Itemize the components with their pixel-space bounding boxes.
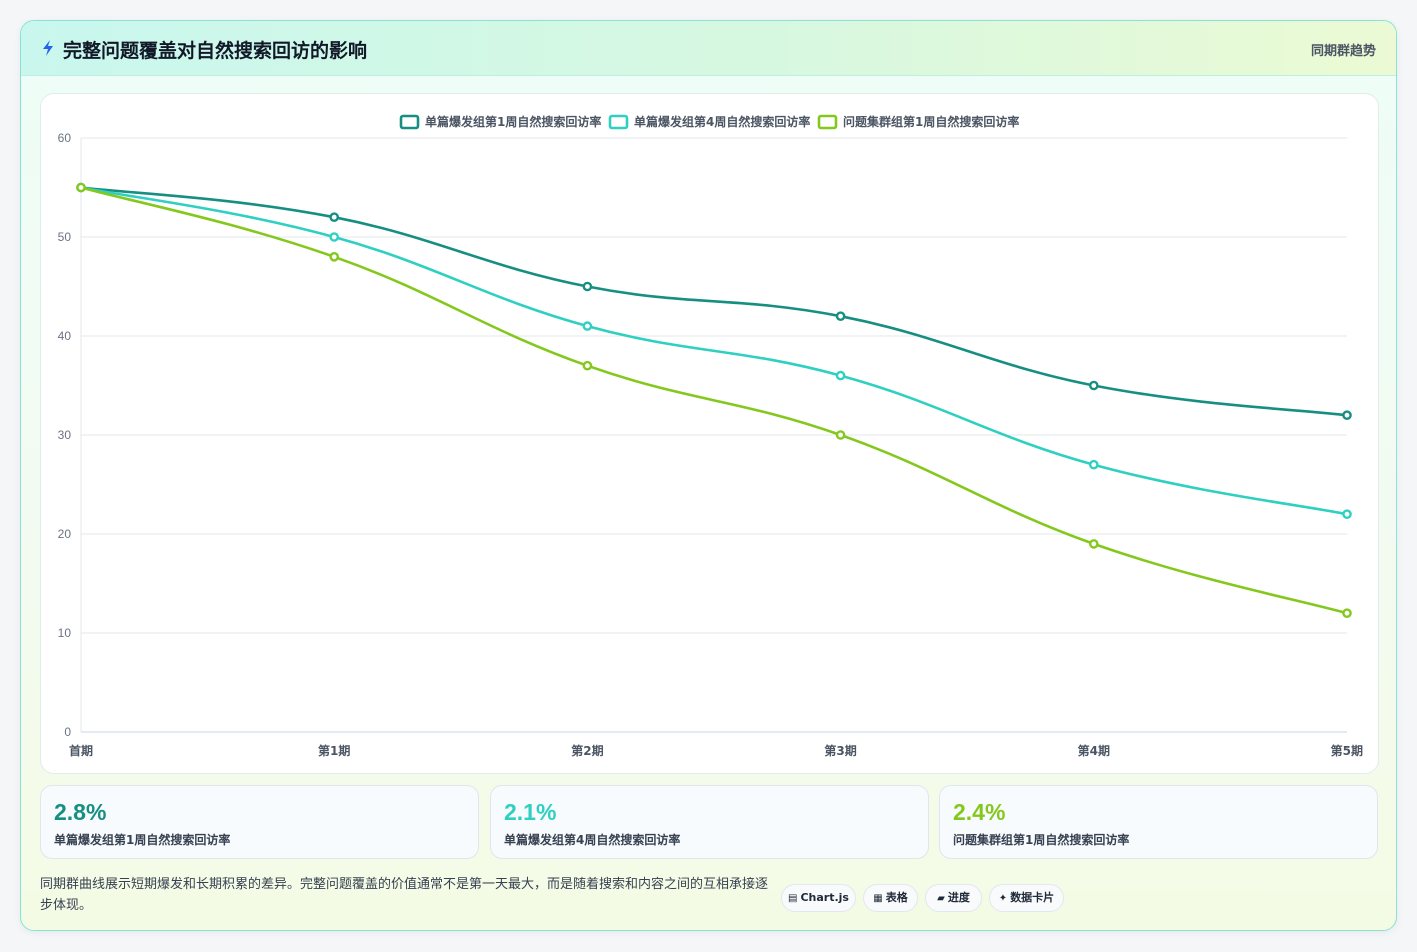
series-line-3: [80, 186, 1348, 615]
y-tick-label: 40: [58, 329, 72, 343]
footnote: 同期群曲线展示短期爆发和长期积累的差异。完整问题覆盖的价值通常不是第一天最大，而…: [40, 877, 769, 913]
data-point: [1089, 459, 1099, 470]
data-point: [1342, 608, 1352, 619]
chip-data-card[interactable]: ✦ 数据卡片: [989, 884, 1064, 912]
y-tick-label: 50: [58, 230, 72, 244]
line-chart: 0 10 20 30 40 50 60 首期 第1期 第2期 第3期 第4期 第5期 单篇爆发组第1周自然…: [40, 93, 1379, 774]
y-tick-label: 30: [58, 428, 72, 442]
legend-label: 问题集群组第1周自然搜索回访率: [843, 114, 1019, 129]
chip-label: 进度: [947, 891, 970, 904]
legend-swatch: [608, 114, 629, 130]
x-tick-label: 首期: [69, 743, 93, 758]
y-tick-label: 60: [58, 131, 72, 145]
series-line-1: [80, 186, 1348, 417]
lightning-icon: [43, 40, 53, 56]
chart-card: 完整问题覆盖对自然搜索回访的影响 同期群趋势 0 10 20 30 40 50 60 首期 第1…: [20, 20, 1397, 931]
data-point: [76, 182, 86, 193]
x-tick-label: 第4期: [1078, 743, 1110, 758]
stat-card: 2.8% 单篇爆发组第1周自然搜索回访率: [40, 785, 479, 859]
data-point: [835, 370, 846, 381]
stat-value: 2.4%: [953, 799, 1006, 825]
chip-chartjs[interactable]: ▤ Chart.js: [781, 884, 856, 912]
chart-icon: ▤: [788, 893, 798, 904]
stat-cards: 2.8% 单篇爆发组第1周自然搜索回访率 2.1% 单篇爆发组第4周自然搜索回访…: [40, 785, 1379, 859]
data-point: [329, 232, 340, 242]
chip-label: 数据卡片: [1010, 891, 1055, 904]
trend-tag: 同期群趋势: [1310, 44, 1376, 59]
x-tick-label: 第5期: [1331, 743, 1363, 758]
stat-label: 问题集群组第1周自然搜索回访率: [953, 833, 1130, 847]
page-title: 完整问题覆盖对自然搜索回访的影响: [63, 40, 368, 62]
x-tick-label: 第3期: [824, 743, 856, 758]
data-point: [1089, 539, 1099, 549]
data-point: [582, 360, 593, 371]
stat-card: 2.4% 问题集群组第1周自然搜索回访率: [939, 785, 1378, 859]
stat-value: 2.1%: [504, 799, 557, 825]
data-point: [1089, 380, 1099, 391]
legend-label: 单篇爆发组第1周自然搜索回访率: [425, 114, 601, 129]
series-line-2: [80, 186, 1348, 516]
table-icon: ▦: [873, 893, 883, 904]
data-point: [835, 430, 846, 440]
data-point: [582, 281, 593, 292]
y-tick-label: 0: [64, 725, 71, 739]
stat-label: 单篇爆发组第4周自然搜索回访率: [504, 833, 681, 847]
stat-label: 单篇爆发组第1周自然搜索回访率: [54, 833, 231, 847]
chip-label: 表格: [885, 891, 908, 904]
y-tick-label: 20: [58, 527, 72, 541]
y-tick-label: 10: [58, 626, 72, 640]
chart-svg: 0 10 20 30 40 50 60 首期 第1期 第2期 第3期 第4期 第5期 单篇爆发组第1周自然…: [58, 114, 1363, 758]
x-tick-label: 第2期: [571, 743, 603, 758]
x-tick-label: 第1期: [318, 743, 350, 758]
data-point: [1342, 509, 1352, 520]
data-point: [329, 212, 340, 222]
chip-table[interactable]: ▦ 表格: [863, 884, 918, 912]
card-header: 完整问题覆盖对自然搜索回访的影响 同期群趋势: [21, 21, 1396, 76]
data-point: [1342, 410, 1352, 421]
progress-icon: ▰: [937, 893, 945, 904]
stat-value: 2.8%: [54, 799, 107, 825]
legend-swatch: [399, 114, 420, 130]
stat-card: 2.1% 单篇爆发组第4周自然搜索回访率: [490, 785, 929, 859]
legend-label: 单篇爆发组第4周自然搜索回访率: [634, 114, 810, 129]
chip-label: Chart.js: [800, 891, 849, 904]
chip-progress[interactable]: ▰ 进度: [925, 884, 982, 912]
legend-swatch: [817, 114, 838, 130]
data-point: [582, 321, 593, 331]
sparkle-icon: ✦: [998, 893, 1008, 904]
data-point: [329, 251, 340, 262]
data-point: [835, 311, 846, 321]
